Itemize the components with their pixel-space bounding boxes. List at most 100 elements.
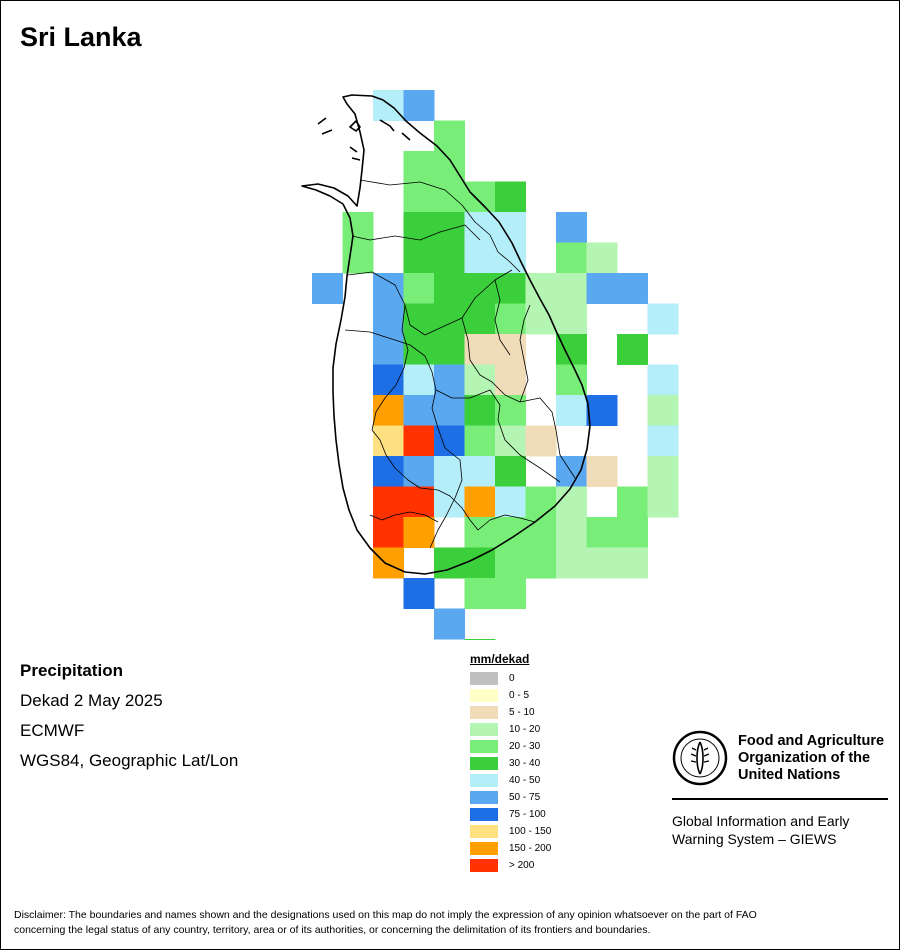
grid-cell — [647, 364, 679, 396]
grid-cell — [525, 425, 557, 457]
northern-islands — [317, 117, 411, 161]
fao-name-line: United Nations — [738, 766, 841, 783]
grid-cell — [403, 456, 435, 487]
grid-cell — [556, 273, 587, 304]
grid-cell — [525, 486, 557, 518]
grid-cell — [556, 517, 587, 548]
legend-swatch — [470, 774, 498, 787]
grid-cell — [373, 517, 404, 548]
legend-swatch — [470, 859, 498, 872]
legend-label: 5 - 10 — [509, 707, 535, 718]
grid-cell — [434, 547, 465, 579]
grid-cell — [434, 212, 465, 243]
legend-label: 0 - 5 — [509, 690, 530, 701]
grid-cell — [495, 303, 526, 335]
grid-cell — [464, 578, 496, 609]
grid-cell — [556, 212, 587, 243]
map-info: Precipitation Dekad 2 May 2025 ECMWF WGS… — [20, 656, 238, 776]
grid-cell — [434, 120, 465, 152]
legend-row: 40 - 50 — [470, 772, 551, 789]
grid-cell — [495, 273, 526, 304]
disclaimer: Disclaimer: The boundaries and names sho… — [14, 908, 886, 938]
precipitation-map — [301, 90, 679, 640]
legend-row: 150 - 200 — [470, 840, 551, 857]
grid-cell — [495, 242, 526, 274]
precipitation-grid-cells — [312, 90, 679, 640]
grid-cell — [556, 395, 587, 426]
legend-row: 50 - 75 — [470, 789, 551, 806]
grid-cell — [556, 456, 587, 487]
grid-cell — [373, 547, 404, 579]
grid-cell — [647, 303, 679, 335]
grid-cell — [495, 578, 526, 609]
grid-cell — [586, 517, 618, 548]
grid-cell — [434, 364, 465, 396]
grid-cell — [556, 486, 587, 518]
grid-cell — [525, 547, 557, 579]
grid-cell — [373, 486, 404, 518]
grid-cell — [525, 517, 557, 548]
variable-label: Precipitation — [20, 661, 123, 680]
grid-cell — [464, 425, 496, 457]
grid-cell — [403, 486, 435, 518]
giews-line: Global Information and Early — [672, 813, 850, 829]
period-label: Dekad 2 May 2025 — [20, 691, 163, 710]
disclaimer-line: concerning the legal status of any count… — [14, 924, 651, 936]
grid-cell — [617, 334, 648, 365]
grid-cell — [403, 517, 435, 548]
grid-cell — [342, 212, 374, 243]
grid-cell — [495, 547, 526, 579]
map-title: Sri Lanka — [20, 22, 142, 52]
grid-cell — [464, 242, 496, 274]
grid-cell — [525, 303, 557, 335]
grid-cell — [434, 608, 465, 640]
grid-cell — [556, 242, 587, 274]
disclaimer-line: Disclaimer: The boundaries and names sho… — [14, 909, 757, 921]
coastline — [301, 94, 591, 575]
grid-cell — [586, 242, 618, 274]
grid-cell — [434, 273, 465, 304]
grid-cell — [373, 273, 404, 304]
grid-cell — [403, 578, 435, 609]
legend: mm/dekad 0 0 - 5 5 - 10 10 - 20 20 - 30 30 - … — [470, 652, 551, 874]
grid-cell — [464, 456, 496, 487]
legend-label: 0 — [509, 673, 515, 684]
legend-swatch — [470, 842, 498, 855]
legend-label: 40 - 50 — [509, 775, 541, 786]
grid-cell — [434, 334, 465, 365]
grid-cell — [464, 273, 496, 304]
grid-cell — [434, 242, 465, 274]
legend-label: 150 - 200 — [509, 843, 552, 854]
grid-cell — [373, 303, 404, 335]
source-label: ECMWF — [20, 721, 85, 740]
legend-label: 100 - 150 — [509, 826, 552, 837]
grid-cell — [434, 486, 465, 518]
grid-cell — [403, 90, 435, 121]
grid-cell — [556, 303, 587, 335]
giews-line: Warning System – GIEWS — [672, 831, 837, 847]
legend-swatch — [470, 791, 498, 804]
legend-row: 5 - 10 — [470, 704, 551, 721]
grid-cell — [373, 395, 404, 426]
grid-cell — [403, 151, 435, 182]
grid-cell — [617, 547, 648, 579]
legend-swatch — [470, 825, 498, 838]
grid-cell — [464, 547, 496, 579]
fao-divider — [672, 798, 888, 800]
grid-cell — [495, 425, 526, 457]
grid-cell — [647, 456, 679, 487]
grid-cell — [464, 486, 496, 518]
fao-branding: Food and Agriculture Organization of the… — [672, 730, 888, 848]
grid-cell — [617, 273, 648, 304]
grid-cell — [495, 364, 526, 396]
grid-cell — [495, 456, 526, 487]
legend-row: 20 - 30 — [470, 738, 551, 755]
sri-lanka-outline — [301, 94, 591, 575]
grid-cell — [495, 486, 526, 518]
grid-cell — [647, 395, 679, 426]
grid-cell — [617, 486, 648, 518]
grid-cell — [403, 181, 435, 213]
projection-label: WGS84, Geographic Lat/Lon — [20, 751, 239, 770]
legend-row: 75 - 100 — [470, 806, 551, 823]
grid-cell — [647, 425, 679, 457]
